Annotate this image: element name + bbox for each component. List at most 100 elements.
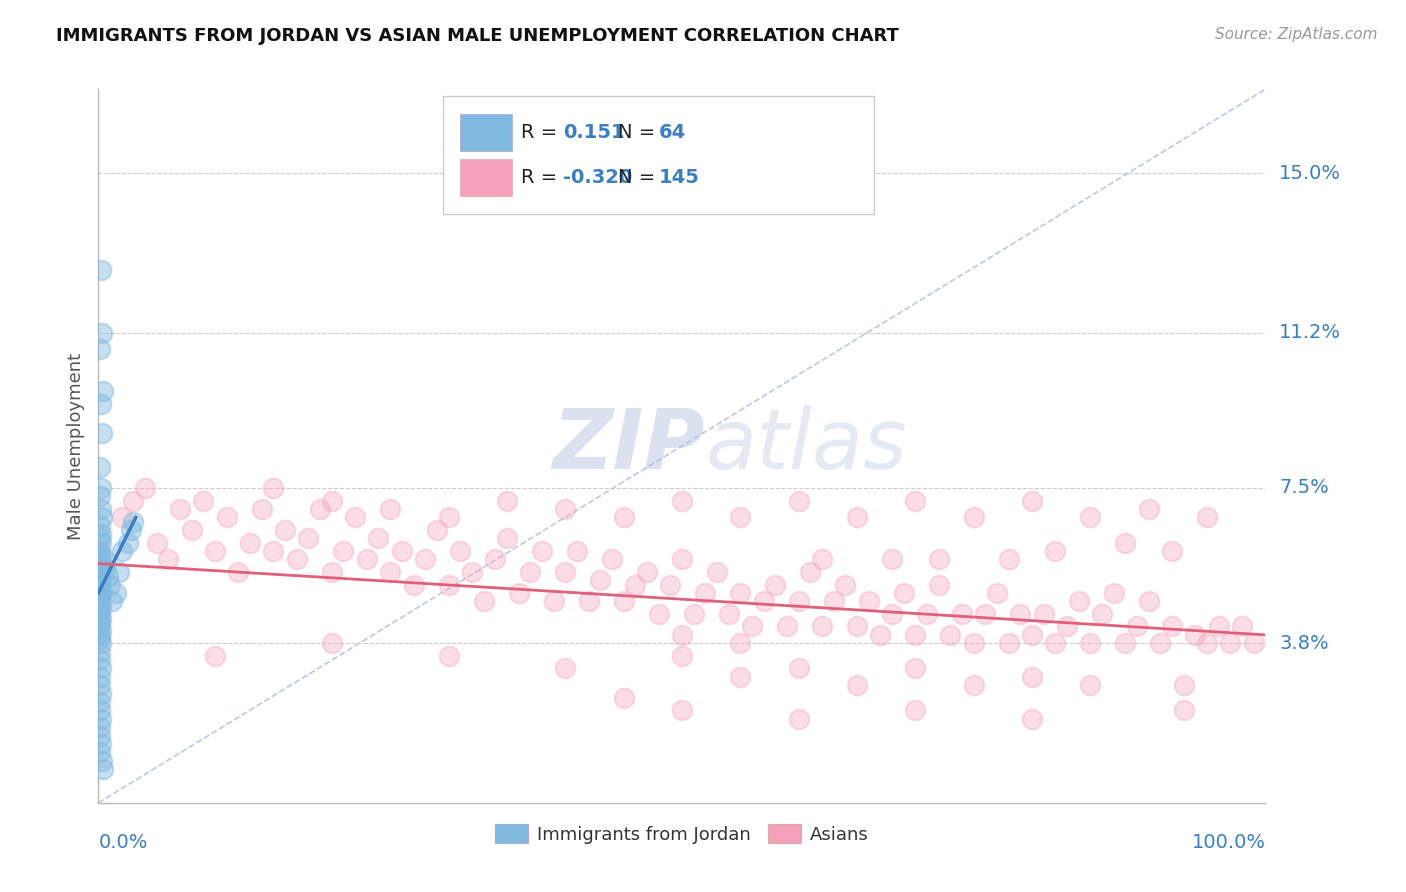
Point xyxy=(671,648,693,663)
Text: 7.5%: 7.5% xyxy=(1279,478,1329,498)
Text: 3.8%: 3.8% xyxy=(1279,634,1329,653)
Text: 0.151: 0.151 xyxy=(562,123,624,142)
Point xyxy=(1080,510,1102,524)
Point xyxy=(90,426,112,441)
Point xyxy=(706,565,728,579)
Point xyxy=(204,544,226,558)
Point xyxy=(1195,636,1218,650)
Point xyxy=(1149,636,1171,650)
Point xyxy=(89,489,111,503)
Point xyxy=(834,577,856,591)
Point xyxy=(285,552,308,566)
Point xyxy=(962,510,984,524)
Point xyxy=(437,648,460,663)
Point xyxy=(472,594,495,608)
Point xyxy=(613,594,636,608)
Point xyxy=(1114,535,1136,549)
Point xyxy=(90,586,112,600)
Point xyxy=(1161,544,1184,558)
Point xyxy=(1032,607,1054,621)
Point xyxy=(111,510,134,524)
Point xyxy=(111,544,134,558)
Point xyxy=(262,544,284,558)
Point xyxy=(90,687,112,701)
Point xyxy=(89,557,111,571)
FancyBboxPatch shape xyxy=(443,96,875,214)
Point xyxy=(682,607,704,621)
Point xyxy=(613,510,636,524)
Point xyxy=(730,636,752,650)
Point xyxy=(1243,636,1265,650)
Point xyxy=(89,577,111,591)
Point xyxy=(1080,678,1102,692)
Point xyxy=(89,607,111,621)
Point xyxy=(89,678,111,692)
Point xyxy=(717,607,740,621)
Point xyxy=(962,678,984,692)
Point xyxy=(1173,703,1195,717)
Point xyxy=(89,619,111,633)
Point xyxy=(624,577,647,591)
Legend: Immigrants from Jordan, Asians: Immigrants from Jordan, Asians xyxy=(488,817,876,851)
Point xyxy=(89,703,111,717)
Text: N =: N = xyxy=(617,169,661,187)
Point xyxy=(636,565,658,579)
Point xyxy=(90,754,112,768)
Point xyxy=(89,518,111,533)
Point xyxy=(928,577,950,591)
Point xyxy=(90,599,112,613)
Point xyxy=(787,493,810,508)
Point xyxy=(90,636,112,650)
Point xyxy=(104,586,127,600)
Point xyxy=(90,397,112,411)
Point xyxy=(950,607,973,621)
Point xyxy=(437,577,460,591)
Point xyxy=(1173,678,1195,692)
Point xyxy=(101,594,124,608)
Point xyxy=(730,510,752,524)
Point xyxy=(997,552,1019,566)
Point xyxy=(695,586,717,600)
Point xyxy=(402,577,425,591)
Point xyxy=(671,703,693,717)
Point xyxy=(554,661,576,675)
Point xyxy=(811,552,834,566)
Point xyxy=(1010,607,1032,621)
FancyBboxPatch shape xyxy=(460,159,512,196)
Point xyxy=(1137,594,1160,608)
Point xyxy=(449,544,471,558)
Point xyxy=(578,594,600,608)
Point xyxy=(823,594,845,608)
Point xyxy=(90,560,112,574)
Point xyxy=(1161,619,1184,633)
Point xyxy=(496,493,519,508)
Point xyxy=(122,493,145,508)
Point xyxy=(741,619,763,633)
Text: 64: 64 xyxy=(658,123,686,142)
Point xyxy=(939,628,962,642)
Point xyxy=(893,586,915,600)
Point xyxy=(1021,670,1043,684)
Point xyxy=(122,515,145,529)
Point xyxy=(846,619,869,633)
Point xyxy=(321,565,343,579)
Point xyxy=(671,628,693,642)
Text: 0.0%: 0.0% xyxy=(98,833,148,853)
Point xyxy=(380,565,402,579)
Point xyxy=(904,703,927,717)
Point xyxy=(98,577,121,591)
Point xyxy=(519,565,541,579)
Point xyxy=(671,552,693,566)
Point xyxy=(169,502,191,516)
Point xyxy=(671,493,693,508)
Point xyxy=(90,510,112,524)
Point xyxy=(543,594,565,608)
Point xyxy=(89,645,111,659)
Point xyxy=(89,695,111,709)
Point xyxy=(89,582,111,596)
Point xyxy=(811,619,834,633)
Point xyxy=(915,607,938,621)
Point xyxy=(730,670,752,684)
Point xyxy=(1021,628,1043,642)
Point xyxy=(120,523,142,537)
